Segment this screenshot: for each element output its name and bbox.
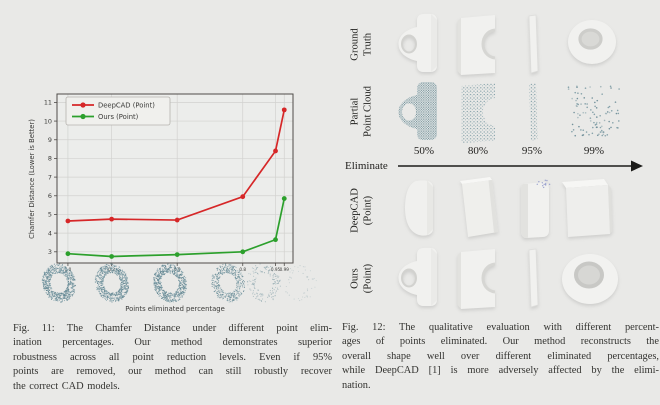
ours-result-50 <box>398 248 437 306</box>
col-label-99: 99% <box>583 145 605 157</box>
svg-text:8: 8 <box>48 155 52 163</box>
torus-pointcloud-1 <box>94 263 129 303</box>
pointcloud-cblock-80 <box>461 83 495 143</box>
svg-text:9: 9 <box>48 136 52 144</box>
svg-text:0.0: 0.0 <box>65 267 72 272</box>
chart-plot-area: 3 4 5 6 7 8 9 10 11 0.0 0.2 0.5 0.8 0.95 0.99 DeepCAD (… <box>44 93 294 272</box>
svg-text:0.5: 0.5 <box>174 267 181 272</box>
caption-line: robustness across all point reduction le… <box>13 351 332 363</box>
reconstruction-artifact-dots <box>536 179 551 189</box>
svg-text:10: 10 <box>44 117 52 125</box>
pointcloud-bracket-50 <box>398 82 437 140</box>
svg-text:4: 4 <box>48 229 52 237</box>
col-label-95: 95% <box>521 145 543 157</box>
svg-text:5: 5 <box>48 211 52 219</box>
ours-result-99 <box>562 254 618 304</box>
col-label-80: 80% <box>467 145 489 157</box>
x-axis-label: Points eliminated percentage <box>125 305 225 313</box>
caption-line: points are removed, our method can still… <box>13 366 332 378</box>
gt-bar-model <box>528 14 539 74</box>
row-label-ground-truth: Ground Truth <box>349 28 374 61</box>
torus-pointcloud-row <box>41 263 317 303</box>
gt-ring-model <box>568 20 616 64</box>
fig11-caption: Fig. 11: The Chamfer Distance under diff… <box>13 322 332 394</box>
pointcloud-scatter-99 <box>567 85 620 137</box>
svg-text:0.2: 0.2 <box>108 267 115 272</box>
deepcad-result-50 <box>405 180 433 236</box>
gt-cblock-model <box>457 15 497 75</box>
svg-text:DeepCAD (Point): DeepCAD (Point) <box>98 101 155 109</box>
svg-text:0.99: 0.99 <box>280 267 290 272</box>
svg-text:0.95: 0.95 <box>271 267 281 272</box>
caption-line: overall shape well over different elimin… <box>342 350 659 362</box>
deepcad-result-80 <box>460 177 498 237</box>
row-label-ours-point: Ours (Point) <box>349 263 374 294</box>
pointcloud-bar-95 <box>529 83 538 141</box>
eliminate-label: Eliminate <box>345 160 388 172</box>
ours-result-95 <box>528 248 539 308</box>
caption-line: while DeepCAD [1] is more adversely affe… <box>342 365 659 377</box>
deepcad-result-99 <box>562 179 613 237</box>
caption-line: ages of points eliminated. Our method re… <box>342 336 659 348</box>
torus-pointcloud-0 <box>41 263 76 303</box>
row-label-deepcad-point: DeepCAD (Point) <box>349 188 374 233</box>
col-label-50: 50% <box>413 145 435 157</box>
torus-pointcloud-2 <box>153 263 187 303</box>
gt-bracket-model <box>398 14 437 72</box>
fig12-caption: Fig. 12: The qualitative evaluation with… <box>342 321 659 393</box>
svg-text:6: 6 <box>48 192 52 200</box>
caption-line: the correct CAD models. <box>13 380 120 392</box>
caption-line: Fig. 11: The Chamfer Distance under diff… <box>13 323 332 334</box>
deepcad-result-95 <box>521 179 551 238</box>
svg-text:7: 7 <box>48 173 52 181</box>
svg-text:0.8: 0.8 <box>239 267 246 272</box>
caption-line: ination percentages. Our method demonstr… <box>13 337 332 349</box>
eliminate-arrow-icon <box>398 160 643 172</box>
torus-pointcloud-5 <box>285 265 317 302</box>
torus-pointcloud-4 <box>246 263 281 303</box>
chamfer-distance-chart: 3 4 5 6 7 8 9 10 11 0.0 0.2 0.5 0.8 0.95 0.99 DeepCAD (… <box>28 93 317 313</box>
svg-text:11: 11 <box>44 99 52 107</box>
svg-text:3: 3 <box>48 248 52 256</box>
ours-result-80 <box>457 249 497 309</box>
y-axis-label: Chamfer Distance (Lower is Better) <box>28 119 36 239</box>
svg-text:Ours (Point): Ours (Point) <box>98 113 139 121</box>
row-label-partial-point-cloud: Partial Point Cloud <box>349 86 374 137</box>
torus-pointcloud-3 <box>211 263 246 303</box>
caption-line: Fig. 12: The qualitative evaluation with… <box>342 322 659 333</box>
caption-line: nation. <box>342 379 371 391</box>
